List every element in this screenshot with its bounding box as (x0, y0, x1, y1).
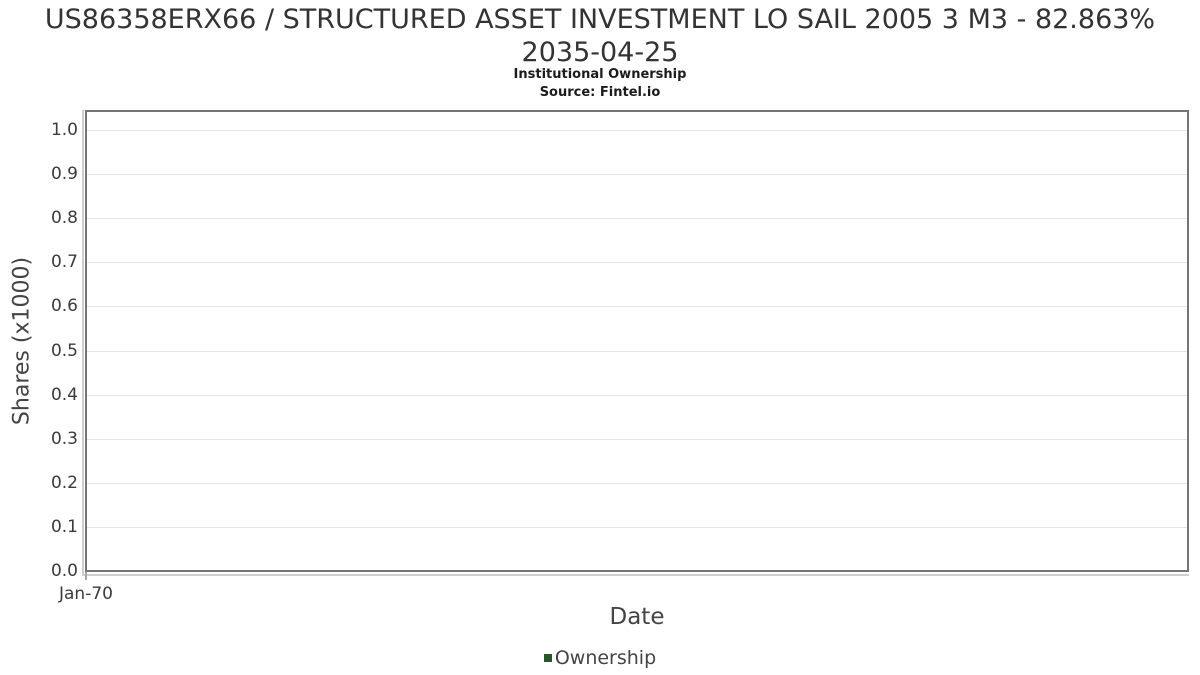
y-axis-tick-label: 0.6 (50, 296, 78, 317)
y-axis-tick-label: 0.0 (50, 561, 78, 581)
plot-area (85, 110, 1189, 572)
y-axis-tick-label: 0.4 (50, 384, 78, 405)
y-axis-tick-label: 1.0 (50, 120, 78, 140)
legend-label: Ownership (554, 647, 657, 669)
legend: Ownership (0, 645, 1200, 671)
x-axis-tick-mark (85, 572, 87, 580)
chart-title-line1: US86358ERX66 / STRUCTURED ASSET INVESTME… (44, 4, 1156, 35)
gridline (87, 174, 1187, 176)
y-axis-tick-label: 0.9 (50, 164, 78, 185)
y-axis-tick-label: 0.1 (50, 516, 78, 537)
gridline (87, 262, 1187, 264)
gridline (87, 130, 1187, 131)
chart-subtitle: Institutional Ownership (513, 67, 687, 82)
y-axis-tick-label: 0.5 (50, 340, 78, 361)
chart-source-credit: Source: Fintel.io (539, 85, 661, 100)
gridline (87, 438, 1187, 440)
chart-title-line2: 2035-04-25 (521, 37, 679, 68)
y-axis-tick-label: 0.3 (50, 428, 78, 449)
gridline (87, 482, 1187, 484)
y-axis-tick-label: 0.7 (50, 252, 78, 273)
y-axis-tick-line (82, 110, 84, 575)
x-axis-title: Date (609, 604, 665, 630)
gridline (87, 218, 1187, 220)
gridline (87, 350, 1187, 352)
legend-marker-icon (543, 654, 552, 662)
gridline (87, 306, 1187, 308)
x-axis-tick-line (82, 574, 1189, 576)
y-axis-tick-label: 0.8 (50, 208, 78, 229)
x-axis-tick-label: Jan-70 (59, 584, 113, 604)
gridline (87, 526, 1187, 528)
gridline (87, 394, 1187, 396)
y-axis-tick-label: 0.2 (50, 472, 78, 493)
